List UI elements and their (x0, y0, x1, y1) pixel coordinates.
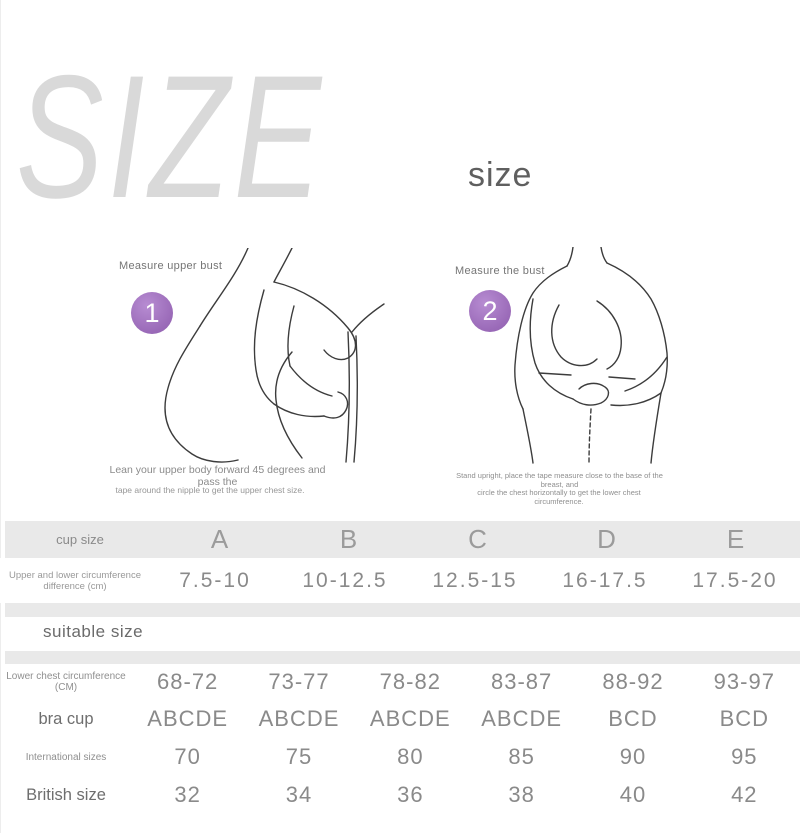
cup-column-d: D (597, 524, 616, 554)
row-label-international-sizes: International sizes (25, 751, 107, 763)
table-cell: 38 (508, 782, 535, 807)
cup-size-header-row: cup size A B C D E (5, 521, 800, 558)
figure-lean-forward-illustration (164, 248, 385, 463)
cup-column-a: A (210, 524, 229, 554)
table-cell: 93-97 (713, 669, 775, 694)
table-cell: 80 (397, 744, 424, 769)
table-row: Lower chest circumference (CM) 68-72 73-… (0, 664, 800, 700)
table-cell: 42 (731, 782, 758, 807)
divider-strip-bottom (5, 651, 800, 664)
table-cell: ABCDE (147, 706, 229, 731)
step1-number-badge: 1 (131, 292, 173, 334)
table-cell: 34 (285, 782, 313, 807)
cup-value-e: 17.5-20 (692, 568, 778, 592)
row-label-bra-cup: bra cup (38, 709, 94, 728)
table-row: bra cup ABCDE ABCDE ABCDE ABCDE BCD BCD (0, 700, 800, 738)
step2-number-badge: 2 (469, 290, 511, 332)
table-cell: 68-72 (157, 669, 219, 694)
suitable-size-heading: suitable size (43, 622, 144, 641)
cup-column-c: C (468, 524, 487, 554)
divider-strip-top (5, 603, 800, 617)
table-cell: 90 (619, 744, 647, 769)
step2-number: 2 (482, 295, 498, 326)
cup-column-e: E (726, 524, 745, 554)
cup-column-b: B (339, 524, 358, 554)
cup-values-row-label: Upper and lower circumference difference… (8, 569, 141, 592)
table-cell: 85 (508, 744, 535, 769)
step1-caption-line1: Lean your upper body forward 45 degrees … (109, 464, 326, 488)
size-subtitle: size (468, 156, 533, 194)
table-cell: 73-77 (268, 669, 330, 694)
cup-value-c: 12.5-15 (432, 568, 518, 592)
table-cell: BCD (719, 706, 770, 731)
row-label-lower-chest: Lower chest circumference (CM) (6, 671, 126, 693)
table-cell: BCD (608, 706, 658, 731)
table-row: British size 32 34 36 38 40 42 (0, 776, 800, 814)
cup-value-b: 10-12.5 (302, 568, 388, 592)
step2-label: Measure the bust (455, 265, 545, 277)
cup-value-a: 7.5-10 (179, 568, 251, 592)
table-cell: 95 (731, 744, 758, 769)
table-cell: 78-82 (379, 669, 441, 694)
size-watermark-title: SIZE (16, 40, 326, 235)
cup-value-d: 16-17.5 (562, 568, 648, 592)
step2-caption-line1: Stand upright, place the tape measure cl… (456, 471, 663, 489)
cup-size-values-row: Upper and lower circumference difference… (0, 558, 800, 603)
suitable-size-table: Lower chest circumference (CM) 68-72 73-… (0, 664, 800, 814)
table-cell: ABCDE (481, 706, 563, 731)
table-cell: 88-92 (602, 669, 664, 694)
row-label-british-size: British size (26, 785, 106, 804)
step1-caption-line2: tape around the nipple to get the upper … (115, 485, 305, 495)
table-row: International sizes 70 75 80 85 90 95 (0, 738, 800, 776)
figure-stand-upright-illustration (514, 247, 668, 464)
table-cell: 32 (174, 782, 201, 807)
step1-label: Measure upper bust (119, 260, 223, 272)
table-cell: 36 (397, 782, 424, 807)
table-cell: 83-87 (491, 669, 553, 694)
table-cell: ABCDE (258, 706, 340, 731)
table-cell: ABCDE (369, 706, 451, 731)
table-cell: 75 (285, 744, 313, 769)
table-cell: 40 (619, 782, 647, 807)
table-cell: 70 (174, 744, 201, 769)
cup-size-header-label: cup size (56, 532, 104, 547)
step2-caption-line2: circle the chest horizontally to get the… (477, 488, 641, 506)
step1-number: 1 (144, 297, 160, 328)
